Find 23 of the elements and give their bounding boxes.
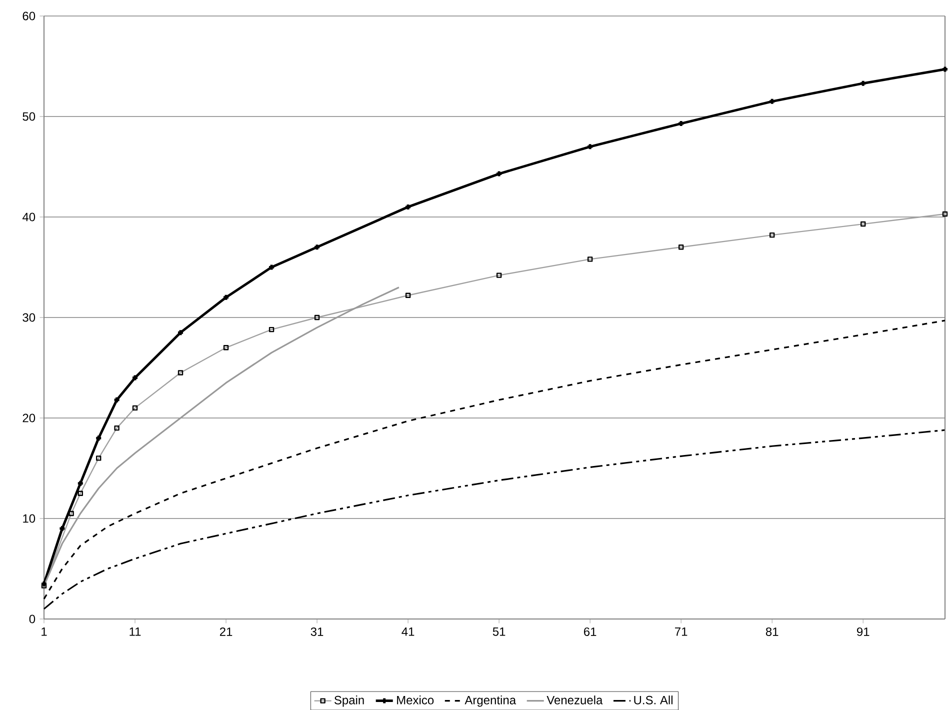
legend-label: Argentina [464,695,516,707]
legend-label: Venezuela [546,695,603,704]
y-tick-label: 60 [22,12,36,20]
y-tick-label: 30 [22,313,36,322]
x-tick-label: 91 [856,627,870,636]
legend-label: U.S. All [634,695,672,704]
legend-label: Mexico [397,695,434,704]
x-tick-label: 51 [492,627,506,636]
x-tick-label: 31 [310,627,324,636]
y-tick-label: 10 [23,514,36,523]
x-tick-label: 21 [220,627,232,636]
y-tick-label: 0 [29,614,36,624]
y-tick-label: 20 [22,414,36,422]
x-tick-label: 71 [675,627,688,636]
y-tick-label: 50 [22,112,36,121]
y-tick-label: 40 [22,212,36,222]
x-tick-label: 11 [130,627,141,636]
x-tick-label: 81 [766,627,778,636]
x-tick-label: 61 [584,627,596,636]
x-tick-label: 1 [42,627,47,636]
line-series [43,429,946,610]
x-tick-label: 41 [402,627,414,636]
legend-label: Spain [334,695,364,707]
